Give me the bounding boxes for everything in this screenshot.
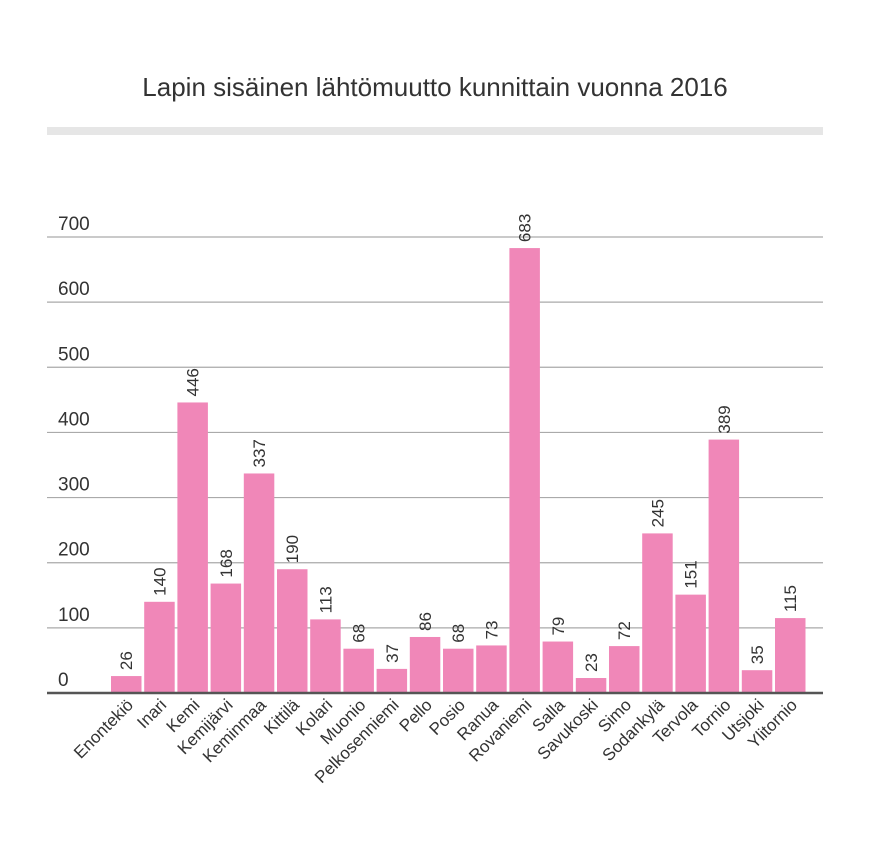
bar (409, 636, 441, 693)
data-labels: 26 140 446 168 337 190 113 68 37 86 68 73 683 79 23 72 2… (117, 214, 800, 672)
data-label: 113 (316, 586, 335, 613)
bar (376, 668, 408, 693)
bar (642, 533, 673, 693)
bar (708, 439, 740, 693)
data-label: 23 (582, 653, 601, 672)
data-label: 446 (184, 368, 203, 396)
bar (310, 619, 341, 693)
bar (575, 678, 607, 693)
x-axis-ticks: EnontekiöInariKemiKemijärviKeminmaaKitti… (70, 695, 801, 787)
y-tick-label: 600 (58, 279, 90, 300)
bar (277, 569, 308, 693)
data-label: 245 (648, 499, 667, 527)
x-tick-label: Enontekiö (70, 695, 137, 762)
y-tick-label: 300 (58, 475, 90, 496)
bars (111, 248, 806, 693)
chart-title: Lapin sisäinen lähtömuutto kunnittain vu… (142, 72, 728, 102)
y-tick-label: 400 (58, 409, 90, 430)
y-tick-label: 100 (58, 605, 90, 626)
y-tick-label: 0 (58, 670, 69, 691)
title-divider (47, 127, 823, 135)
data-label: 115 (781, 585, 800, 612)
bar (177, 402, 208, 693)
x-tick-label: Inari (133, 695, 170, 732)
bar (476, 645, 507, 693)
bar (111, 676, 142, 693)
data-label: 389 (715, 405, 734, 433)
y-tick-label: 500 (58, 344, 90, 365)
data-label: 683 (516, 214, 535, 242)
data-label: 37 (383, 644, 402, 663)
data-label: 68 (449, 624, 468, 643)
data-label: 151 (682, 560, 701, 588)
data-label: 140 (150, 567, 169, 595)
data-label: 72 (615, 621, 634, 640)
bar (675, 594, 706, 693)
bar (542, 641, 574, 693)
bar (443, 648, 474, 693)
bar (144, 601, 175, 693)
data-label: 168 (217, 549, 236, 577)
data-label: 190 (283, 535, 302, 563)
bar (609, 646, 640, 693)
bar (243, 473, 275, 693)
data-label: 73 (482, 621, 501, 640)
bar (210, 583, 242, 693)
y-axis-ticks: 0 100 200 300 400 500 600 700 (58, 214, 90, 691)
data-label: 68 (350, 624, 369, 643)
data-label: 35 (748, 645, 767, 664)
bar (343, 648, 374, 693)
data-label: 26 (117, 651, 136, 670)
data-label: 79 (549, 617, 568, 636)
bar (775, 618, 806, 693)
bar (509, 248, 540, 693)
data-label: 86 (416, 612, 435, 631)
y-tick-label: 200 (58, 540, 90, 561)
y-tick-label: 700 (58, 214, 90, 235)
bar (741, 670, 773, 693)
data-label: 337 (250, 439, 269, 467)
